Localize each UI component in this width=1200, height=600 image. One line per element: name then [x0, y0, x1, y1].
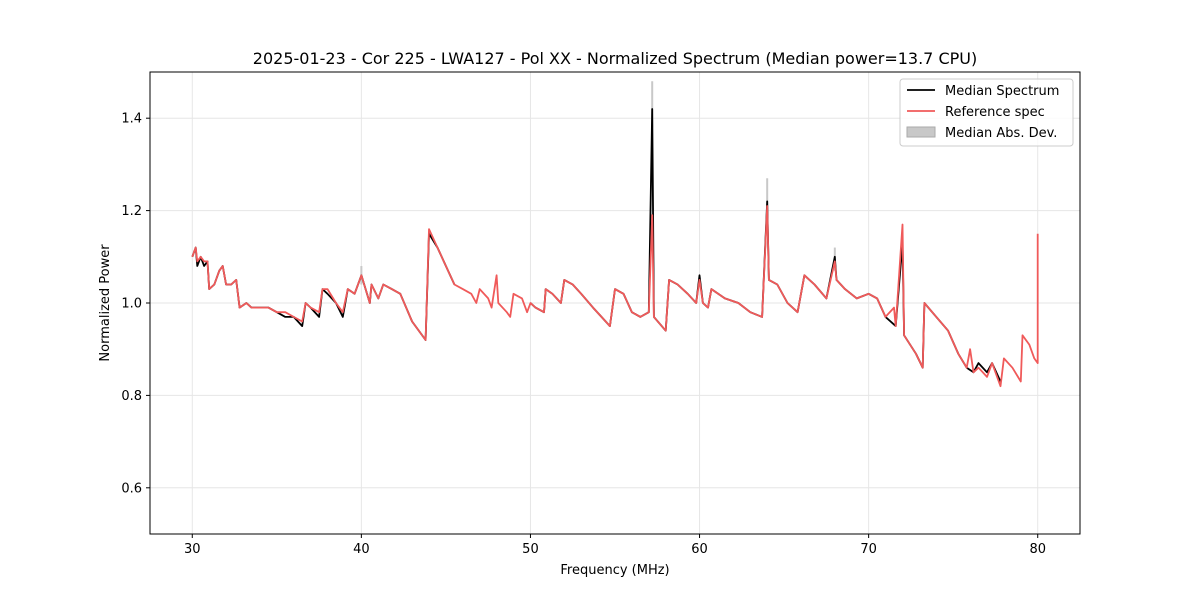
mad-band	[360, 81, 904, 285]
y-tick-label: 0.8	[121, 389, 142, 404]
series-lines	[191, 108, 1039, 388]
y-tick-label: 1.2	[121, 204, 142, 219]
y-axis-ticks: 0.6 0.8 1.0 1.2 1.4	[121, 112, 150, 496]
x-tick-label: 60	[691, 542, 708, 557]
x-axis-ticks: 30 40 50 60 70 80	[184, 534, 1046, 557]
y-tick-label: 1.4	[121, 112, 142, 127]
y-tick-label: 1.0	[121, 297, 142, 312]
series-line-reference-spec	[191, 205, 1039, 388]
x-tick-label: 80	[1029, 542, 1046, 557]
legend-label-reference: Reference spec	[945, 105, 1045, 120]
x-axis-label: Frequency (MHz)	[560, 563, 669, 578]
x-tick-label: 50	[522, 542, 539, 557]
x-tick-label: 70	[860, 542, 877, 557]
legend: Median Spectrum Reference spec Median Ab…	[899, 78, 1074, 147]
y-axis-label: Normalized Power	[98, 244, 113, 362]
x-tick-label: 40	[353, 542, 370, 557]
legend-swatch-mad	[906, 126, 936, 138]
legend-box	[899, 78, 1074, 147]
y-tick-label: 0.6	[121, 481, 142, 496]
legend-label-median: Median Spectrum	[945, 84, 1059, 99]
chart-title: 2025-01-23 - Cor 225 - LWA127 - Pol XX -…	[253, 49, 977, 68]
legend-label-mad: Median Abs. Dev.	[945, 126, 1057, 141]
series-line-median-spectrum	[191, 232, 456, 341]
x-tick-label: 30	[184, 542, 201, 557]
